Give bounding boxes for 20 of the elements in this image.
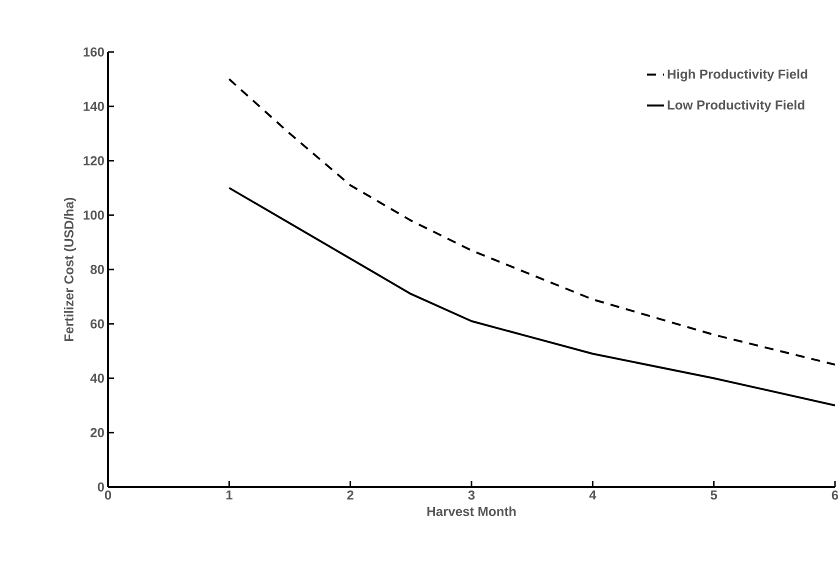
legend-label: High Productivity Field <box>668 69 808 82</box>
legend-label: Low Productivity Field <box>668 100 804 112</box>
y-tick-label: 100 <box>84 210 104 220</box>
y-tick-label: 60 <box>90 319 104 328</box>
y-axis-title: Fertilizer Cost (USD/ha) <box>64 198 76 341</box>
y-tick-label: 140 <box>84 102 104 111</box>
y-tick-label: 0 <box>98 482 104 492</box>
y-tick-label: 40 <box>90 374 104 383</box>
y-tick-label: 160 <box>84 47 104 57</box>
x-tick-label: 6 <box>832 490 838 500</box>
x-axis-title: Harvest Month <box>427 506 516 516</box>
x-tick-label: 2 <box>347 490 354 500</box>
x-tick-label: 3 <box>468 490 475 500</box>
y-tick-label: 80 <box>90 264 104 274</box>
x-tick-label: 1 <box>226 490 232 500</box>
y-tick-label: 120 <box>84 156 104 166</box>
x-tick-label: 5 <box>710 490 718 500</box>
y-tick-label: 20 <box>90 428 104 438</box>
x-tick-label: 0 <box>104 490 112 500</box>
x-tick-label: 4 <box>589 490 596 500</box>
